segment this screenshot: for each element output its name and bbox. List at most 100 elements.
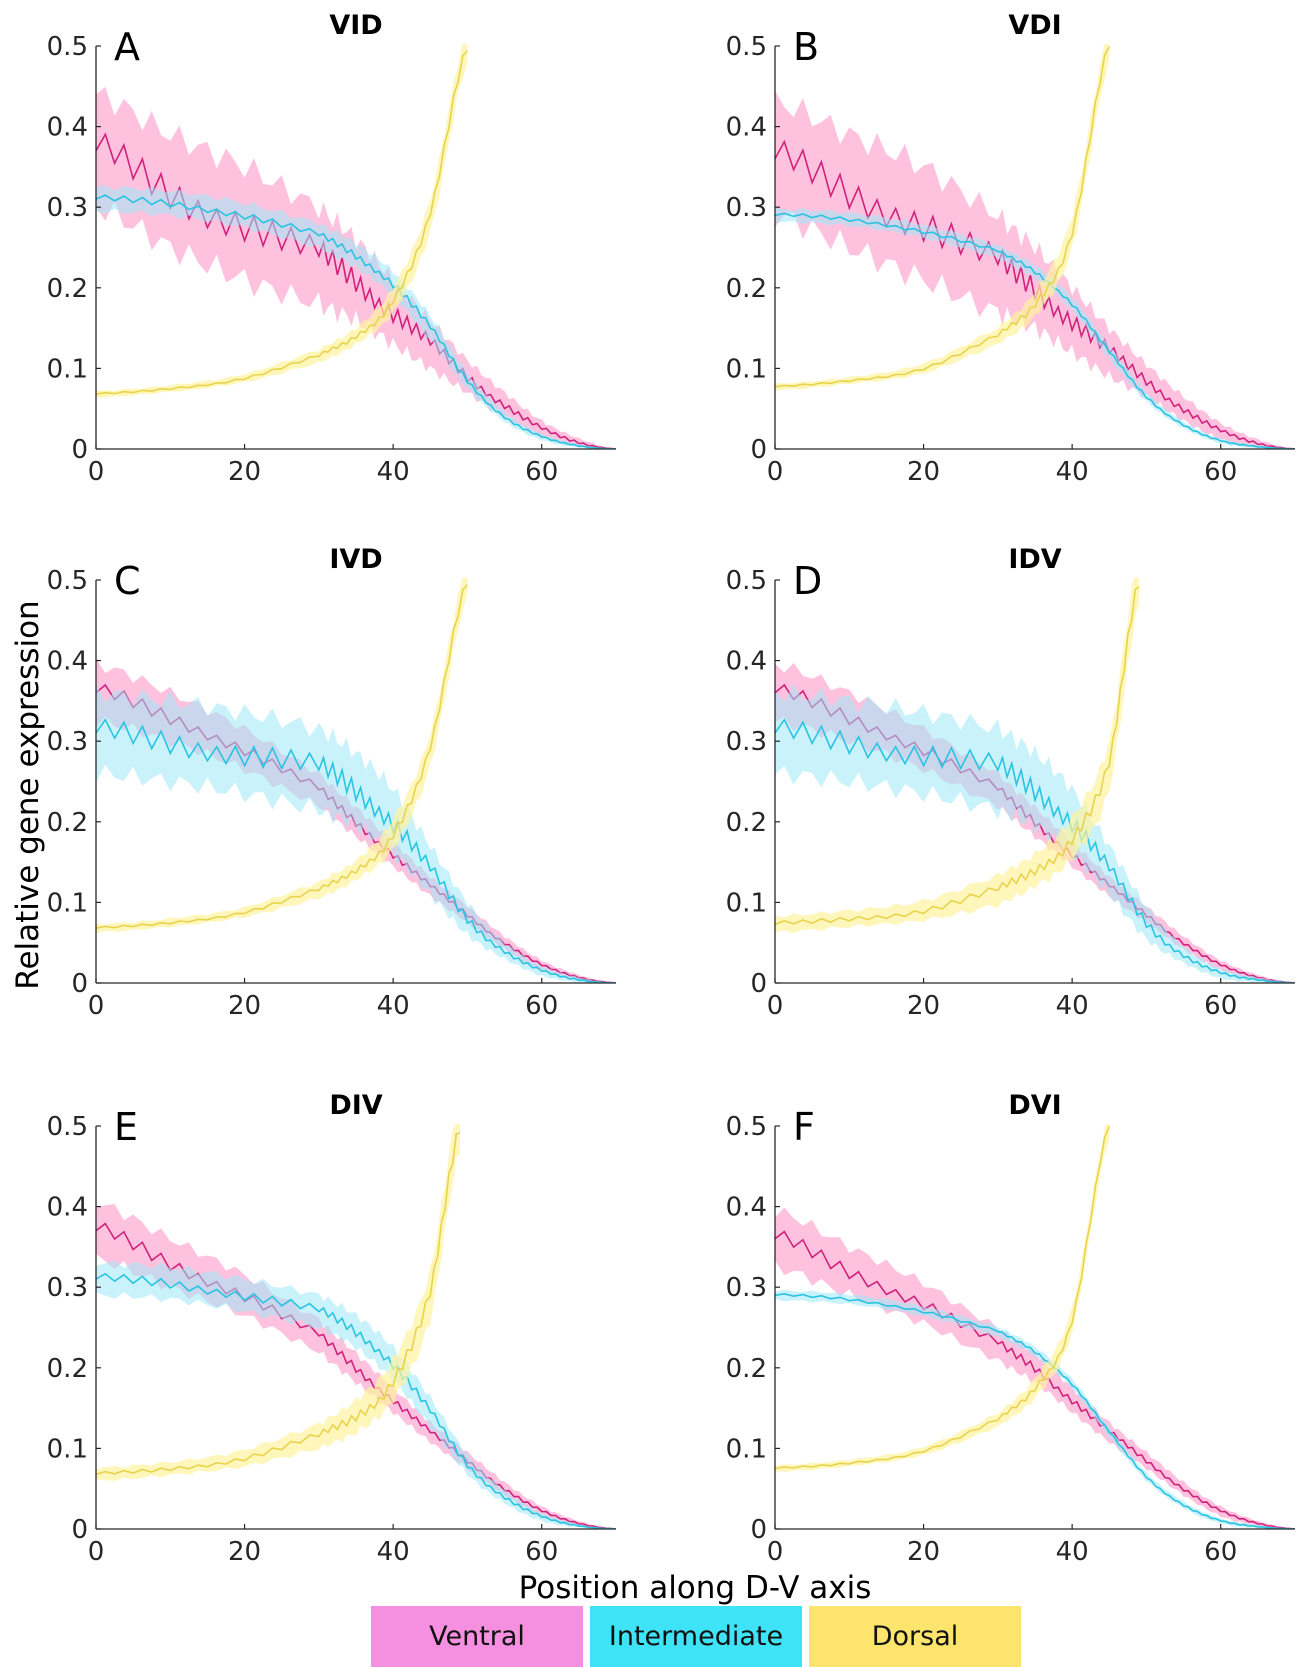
x-tick-label: 0 <box>88 457 105 487</box>
y-tick-label: 0.1 <box>726 354 767 384</box>
y-tick-label: 0.2 <box>47 808 88 838</box>
x-tick-label: 20 <box>228 457 261 487</box>
band-intermediate <box>96 683 616 983</box>
y-tick-label: 0.2 <box>47 274 88 304</box>
y-tick-label: 0.5 <box>726 32 767 62</box>
y-tick-label: 0 <box>750 1515 767 1545</box>
legend-dorsal: Dorsal <box>809 1606 1021 1667</box>
panel-title: VID <box>329 10 382 41</box>
legend-intermediate: Intermediate <box>590 1606 802 1667</box>
plot-area <box>96 578 616 983</box>
x-tick-label: 0 <box>767 1537 784 1567</box>
y-tick-label: 0.4 <box>47 1193 88 1223</box>
band-intermediate <box>775 1289 1295 1529</box>
x-tick-label: 0 <box>88 991 105 1021</box>
panel-letter: B <box>793 25 819 69</box>
panel-B: 0 0.1 0.2 0.3 0.4 0.5 0 20 40 60 VDI B <box>726 10 1295 487</box>
band-ventral <box>96 87 616 449</box>
band-intermediate <box>96 185 616 449</box>
y-tick-label: 0.3 <box>726 1273 767 1303</box>
panel-F: 0 0.1 0.2 0.3 0.4 0.5 0 20 40 60 DVI F <box>726 1090 1295 1567</box>
x-axis-label: Position along D-V axis <box>519 1570 872 1606</box>
y-tick-label: 0.1 <box>726 1434 767 1464</box>
x-tick-label: 60 <box>525 991 558 1021</box>
line-dorsal <box>775 586 1140 925</box>
y-tick-label: 0.3 <box>47 193 88 223</box>
line-dorsal <box>775 46 1111 388</box>
panels-group: 0 0.1 0.2 0.3 0.4 0.5 0 20 40 60 VID A 0 0.1 0.2 0.3 0.4… <box>47 10 1295 1567</box>
line-ventral <box>775 1230 1295 1529</box>
y-tick-label: 0.2 <box>726 1354 767 1384</box>
band-dorsal <box>96 578 468 934</box>
band-ventral <box>96 1204 616 1529</box>
band-ventral <box>775 1207 1295 1529</box>
line-intermediate <box>775 212 1295 449</box>
y-tick-label: 0.5 <box>726 566 767 596</box>
y-tick-label: 0.3 <box>726 193 767 223</box>
x-tick-label: 60 <box>525 457 558 487</box>
y-tick-label: 0.1 <box>47 888 88 918</box>
plot-area <box>96 44 616 449</box>
y-tick-label: 0 <box>71 435 88 465</box>
line-dorsal <box>96 1132 461 1475</box>
panel-E: 0 0.1 0.2 0.3 0.4 0.5 0 20 40 60 DIV E <box>47 1090 616 1567</box>
panel-letter: E <box>114 1105 138 1149</box>
panel-D: 0 0.1 0.2 0.3 0.4 0.5 0 20 40 60 IDV D <box>726 544 1295 1021</box>
panel-title: IVD <box>329 544 382 575</box>
x-tick-label: 0 <box>767 457 784 487</box>
x-tick-label: 40 <box>377 991 410 1021</box>
panel-letter: A <box>114 25 140 69</box>
y-axis-label: Relative gene expression <box>10 600 46 989</box>
panel-title: VDI <box>1008 10 1061 41</box>
x-tick-label: 40 <box>1056 991 1089 1021</box>
plot-area <box>775 1124 1295 1529</box>
band-intermediate <box>96 1260 616 1529</box>
legend-dorsal-label: Dorsal <box>871 1621 959 1652</box>
x-tick-label: 60 <box>1204 991 1237 1021</box>
x-tick-label: 60 <box>525 1537 558 1567</box>
y-tick-label: 0.2 <box>47 1354 88 1384</box>
y-tick-label: 0.3 <box>47 727 88 757</box>
x-tick-label: 40 <box>1056 457 1089 487</box>
y-tick-label: 0 <box>750 435 767 465</box>
y-tick-label: 0.1 <box>47 354 88 384</box>
x-tick-label: 40 <box>377 457 410 487</box>
panel-letter: F <box>793 1105 815 1149</box>
x-tick-label: 20 <box>228 1537 261 1567</box>
line-dorsal <box>96 50 468 395</box>
y-tick-label: 0.4 <box>47 647 88 677</box>
y-tick-label: 0.1 <box>726 888 767 918</box>
line-intermediate <box>775 1292 1295 1529</box>
x-tick-label: 20 <box>907 1537 940 1567</box>
y-tick-label: 0.4 <box>726 1193 767 1223</box>
y-tick-label: 0.1 <box>47 1434 88 1464</box>
panel-C: 0 0.1 0.2 0.3 0.4 0.5 0 20 40 60 IVD C <box>47 544 616 1021</box>
band-intermediate <box>775 684 1295 983</box>
panel-letter: D <box>793 559 822 603</box>
y-tick-label: 0.4 <box>47 113 88 143</box>
x-tick-label: 20 <box>228 991 261 1021</box>
x-tick-label: 60 <box>1204 1537 1237 1567</box>
band-dorsal <box>775 44 1110 391</box>
line-ventral <box>775 139 1295 449</box>
line-intermediate <box>96 194 616 449</box>
y-tick-label: 0 <box>750 969 767 999</box>
legend-ventral: Ventral <box>371 1606 583 1667</box>
y-tick-label: 0.2 <box>726 274 767 304</box>
band-dorsal <box>775 578 1139 934</box>
x-tick-label: 0 <box>767 991 784 1021</box>
panel-letter: C <box>114 559 141 603</box>
panel-title: DIV <box>329 1090 382 1121</box>
line-intermediate <box>775 718 1295 983</box>
line-intermediate <box>96 718 616 983</box>
band-dorsal <box>96 1124 460 1481</box>
y-tick-label: 0.3 <box>47 1273 88 1303</box>
y-tick-label: 0.5 <box>726 1112 767 1142</box>
plot-area <box>775 578 1295 983</box>
y-tick-label: 0.4 <box>726 647 767 677</box>
y-tick-label: 0.2 <box>726 808 767 838</box>
y-tick-label: 0.5 <box>47 32 88 62</box>
y-tick-label: 0.5 <box>47 566 88 596</box>
y-tick-label: 0.3 <box>726 727 767 757</box>
